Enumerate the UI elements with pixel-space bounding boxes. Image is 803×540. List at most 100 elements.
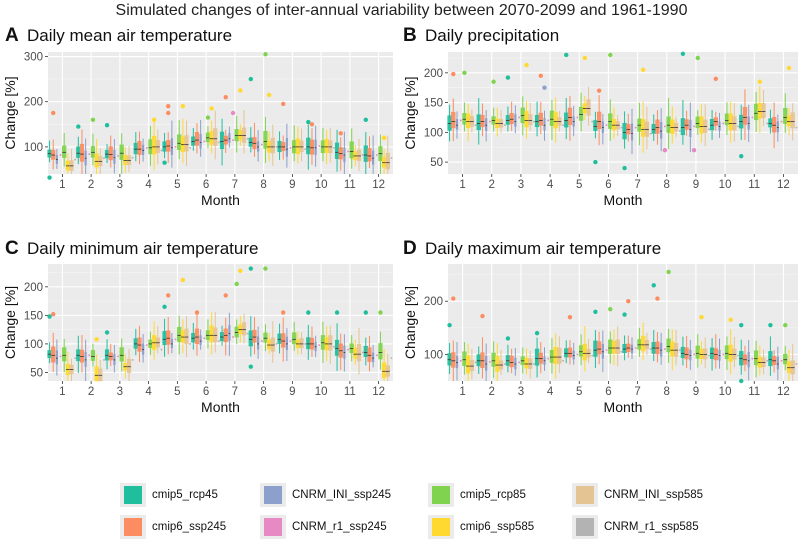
y-axis-label: Change [%] — [402, 76, 418, 149]
box-CNRM_INI_ssp245 — [142, 343, 145, 355]
box-CNRM_INI_ssp245 — [514, 357, 517, 370]
box-cmip5_rcp45 — [219, 131, 225, 149]
legend-key — [572, 483, 598, 507]
box-CNRM_INI_ssp245 — [689, 120, 692, 137]
box-cmip6_ssp245 — [742, 106, 748, 125]
box-cmip6_ssp245 — [596, 341, 602, 355]
outlier-point — [699, 314, 704, 320]
box-cmip5_rcp45 — [133, 142, 138, 155]
x-tick-label: 1 — [59, 386, 65, 398]
box-CNRM_INI_ssp245 — [84, 351, 87, 367]
box-CNRM_INI_ssp245 — [170, 138, 173, 155]
box-cmip6_ssp585 — [582, 343, 587, 361]
outlier-point — [234, 281, 239, 287]
box-cmip6_ssp585 — [641, 119, 646, 137]
box-cmip5_rcp85 — [90, 350, 96, 361]
outlier-point — [626, 299, 631, 304]
figure-title: Simulated changes of inter-annual variab… — [115, 2, 688, 19]
box-cmip5_rcp85 — [234, 129, 239, 142]
box-CNRM_INI_ssp245 — [776, 121, 779, 133]
box-cmip6_ssp585 — [94, 153, 99, 168]
outlier-point — [739, 153, 744, 159]
box-CNRM_INI_ssp245 — [776, 356, 779, 370]
box-cmip5_rcp85 — [177, 326, 182, 342]
y-tick-label: 50 — [430, 157, 443, 169]
box-cmip6_ssp245 — [137, 141, 142, 155]
box-CNRM_INI_ssp245 — [314, 139, 317, 155]
box-cmip6_ssp245 — [509, 113, 514, 125]
outlier-point — [263, 266, 268, 271]
box-cmip5_rcp85 — [578, 345, 584, 357]
box-CNRM_INI_ssp245 — [257, 336, 260, 350]
box-cmip6_ssp245 — [567, 107, 573, 125]
outlier-point — [248, 364, 254, 369]
legend-item-CNRM_INI_ssp245: CNRM_INI_ssp245 — [260, 482, 391, 508]
panel-letter: C — [5, 238, 19, 259]
x-tick-label: 3 — [518, 386, 524, 398]
outlier-point — [378, 310, 383, 315]
box-cmip5_rcp85 — [292, 332, 297, 345]
x-tick-label: 11 — [748, 386, 760, 398]
box-CNRM_INI_ssp585 — [761, 103, 766, 119]
box-cmip5_rcp45 — [248, 330, 253, 347]
box-cmip5_rcp45 — [709, 119, 715, 131]
outlier-point — [655, 296, 660, 301]
box-cmip5_rcp45 — [768, 351, 773, 367]
legend-swatch — [124, 486, 142, 504]
box-cmip5_rcp85 — [695, 345, 700, 359]
box-cmip5_rcp85 — [753, 350, 759, 366]
box-cmip5_rcp85 — [491, 352, 496, 367]
legend-item-cmip5_rcp45: cmip5_rcp45 — [120, 482, 218, 508]
box-cmip5_rcp85 — [234, 326, 239, 338]
box-cmip6_ssp585 — [699, 116, 704, 134]
box-cmip6_ssp585 — [641, 335, 646, 352]
box-CNRM_INI_ssp585 — [790, 112, 795, 129]
box-CNRM_INI_ssp245 — [55, 350, 58, 365]
box-CNRM_INI_ssp585 — [557, 347, 562, 364]
box-cmip5_rcp85 — [666, 116, 671, 133]
outlier-point — [491, 79, 496, 84]
outlier-point — [505, 336, 511, 341]
x-tick-label: 3 — [117, 386, 123, 398]
outlier-point — [306, 310, 311, 315]
box-cmip5_rcp45 — [334, 339, 340, 356]
x-tick-label: 11 — [344, 179, 356, 191]
box-CNRM_INI_ssp245 — [113, 354, 116, 365]
outlier-point — [47, 175, 52, 180]
outlier-point — [505, 75, 511, 80]
legend-item-CNRM_r1_ssp245: CNRM_r1_ssp245 — [260, 514, 387, 540]
box-CNRM_INI_ssp245 — [747, 352, 750, 368]
box-cmip6_ssp245 — [108, 146, 113, 161]
box-CNRM_INI_ssp245 — [485, 118, 488, 131]
outlier-point — [76, 124, 81, 129]
y-tick-label: 50 — [30, 367, 43, 379]
x-axis-label: Month — [604, 192, 643, 208]
y-axis-label: Change [%] — [402, 286, 418, 359]
box-cmip6_ssp585 — [728, 344, 733, 362]
x-tick-label: 12 — [777, 179, 790, 191]
outlier-point — [680, 51, 686, 56]
legend-swatch — [432, 486, 450, 504]
box-cmip6_ssp245 — [166, 330, 171, 345]
y-tick-label: 100 — [24, 142, 43, 154]
box-CNRM_INI_ssp585 — [385, 152, 390, 170]
outlier-point — [451, 71, 456, 77]
box-CNRM_INI_ssp245 — [199, 134, 202, 149]
box-cmip6_ssp585 — [582, 103, 587, 113]
box-cmip6_ssp245 — [655, 119, 660, 134]
x-tick-label: 8 — [664, 179, 670, 191]
box-CNRM_INI_ssp585 — [299, 140, 304, 153]
box-cmip6_ssp245 — [252, 329, 257, 343]
box-CNRM_INI_ssp585 — [615, 339, 620, 354]
box-CNRM_INI_ssp585 — [184, 135, 189, 152]
box-cmip6_ssp245 — [480, 352, 485, 368]
box-cmip6_ssp245 — [367, 347, 372, 362]
x-tick-label: 4 — [547, 179, 554, 191]
box-cmip6_ssp585 — [267, 339, 272, 350]
panel-title: Daily precipitation — [425, 26, 559, 45]
box-cmip5_rcp85 — [378, 343, 383, 360]
box-cmip5_rcp45 — [363, 346, 368, 357]
outlier-point — [166, 110, 171, 116]
outlier-point — [281, 310, 286, 315]
